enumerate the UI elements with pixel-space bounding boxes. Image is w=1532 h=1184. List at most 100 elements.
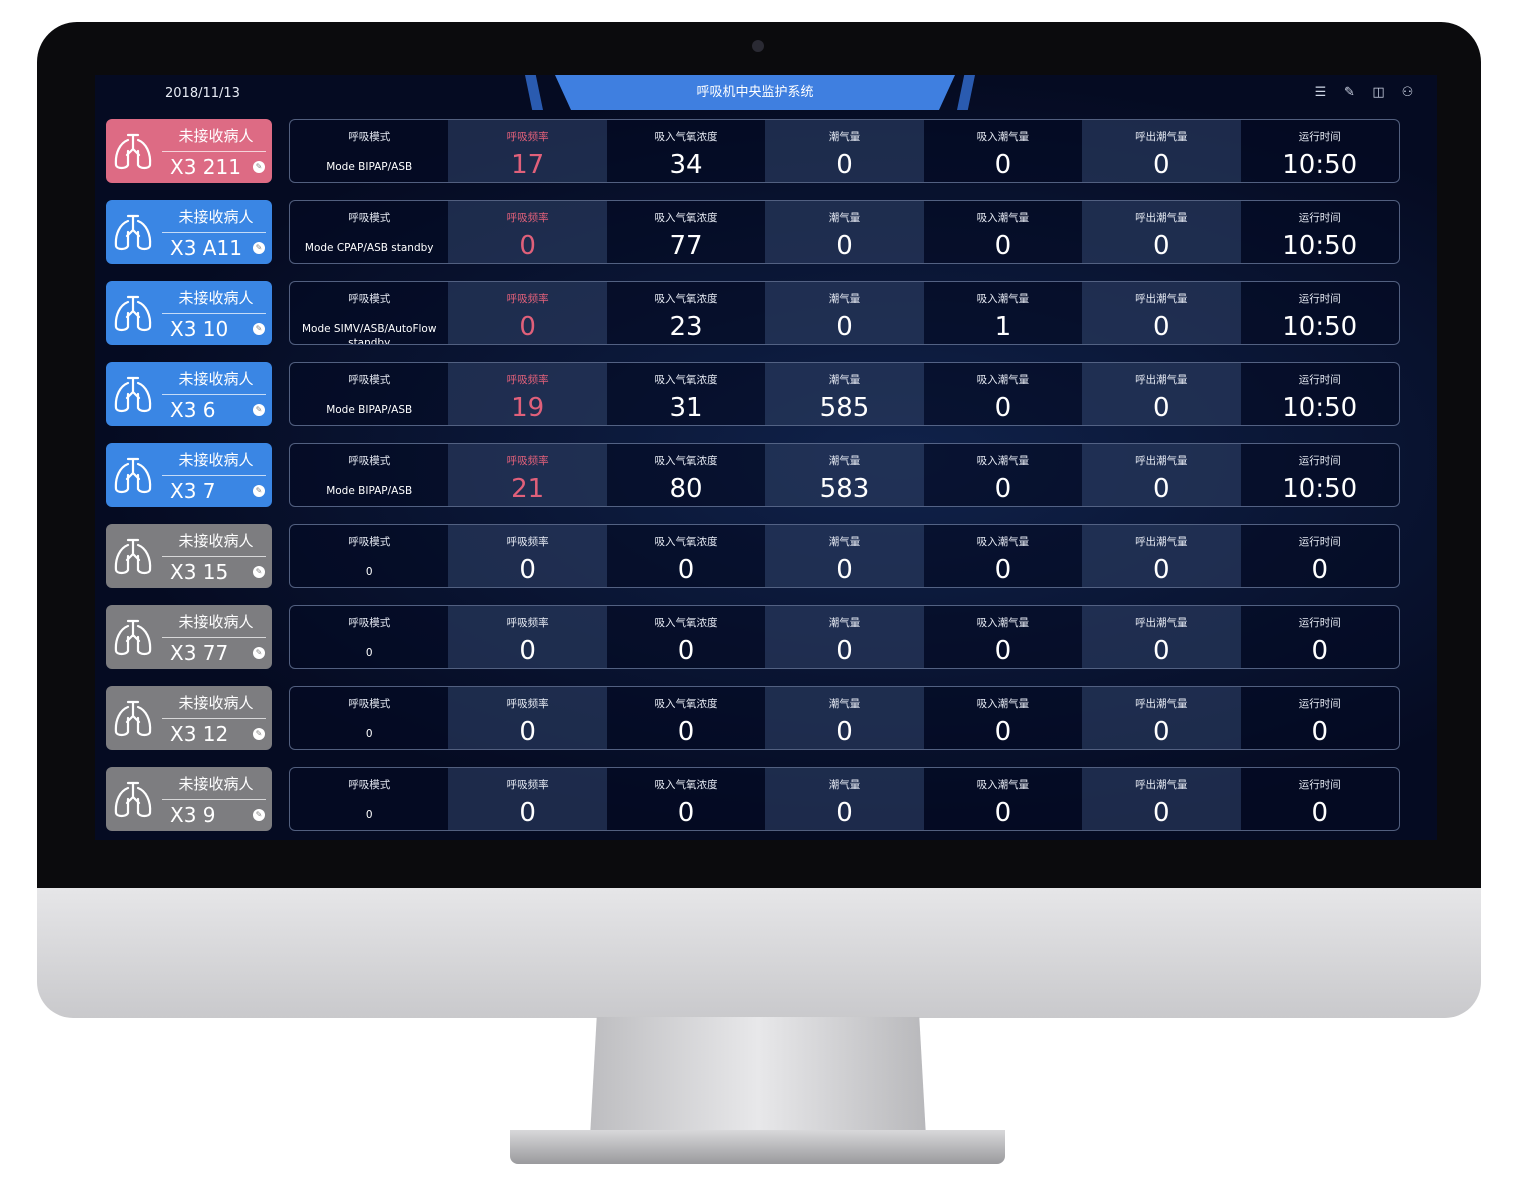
metric-value: 0 — [994, 555, 1012, 585]
cell-metric: 呼吸频率 19 — [448, 363, 607, 425]
cell-metric: 呼出潮气量 0 — [1082, 606, 1241, 668]
mode-value: Mode BIPAP/ASB — [326, 161, 413, 173]
metric-value: 0 — [677, 798, 695, 828]
edit-icon[interactable]: ✎ — [253, 809, 265, 821]
patient-row: 未接收病人 X3 211 ✎ 呼吸模式 Mode BIPAP/ASB 呼吸频率 17 吸… — [106, 119, 1400, 183]
cell-metric: 潮气量 585 — [765, 363, 924, 425]
label: 呼吸模式 — [348, 212, 391, 224]
patient-card[interactable]: 未接收病人 X3 9 ✎ — [106, 767, 272, 831]
layout-icon[interactable]: ◫ — [1372, 85, 1385, 100]
metric-value: 0 — [519, 798, 536, 828]
divider — [162, 637, 266, 638]
label: 吸入潮气量 — [976, 617, 1030, 629]
edit-icon[interactable]: ✎ — [253, 242, 265, 254]
label: 呼吸模式 — [348, 293, 391, 305]
patient-card[interactable]: 未接收病人 X3 211 ✎ — [106, 119, 272, 183]
patient-card[interactable]: 未接收病人 X3 A11 ✎ — [106, 200, 272, 264]
cell-metric: 运行时间 10:50 — [1241, 282, 1399, 344]
lungs-icon — [112, 536, 154, 578]
edit-icon[interactable]: ✎ — [253, 566, 265, 578]
patient-card[interactable]: 未接收病人 X3 12 ✎ — [106, 686, 272, 750]
cell-mode: 呼吸模式 Mode BIPAP/ASB — [290, 363, 448, 425]
metric-value: 0 — [994, 474, 1012, 504]
label: 呼出潮气量 — [1135, 617, 1188, 629]
date: 2018/11/13 — [165, 86, 240, 101]
cell-metric: 吸入潮气量 0 — [924, 525, 1082, 587]
patient-card[interactable]: 未接收病人 X3 15 ✎ — [106, 524, 272, 588]
label: 潮气量 — [828, 779, 861, 791]
camera — [752, 40, 764, 52]
patient-row: 未接收病人 X3 6 ✎ 呼吸模式 Mode BIPAP/ASB 呼吸频率 19 吸入气… — [106, 362, 1400, 426]
metric-value: 0 — [1153, 717, 1170, 747]
label: 吸入气氧浓度 — [654, 374, 718, 386]
cell-metric: 吸入气氧浓度 31 — [607, 363, 765, 425]
cell-mode: 呼吸模式 0 — [290, 687, 448, 749]
label: 运行时间 — [1298, 131, 1341, 143]
metric-value: 0 — [836, 717, 853, 747]
edit-icon[interactable]: ✎ — [1344, 85, 1355, 100]
patient-name: 未接收病人 — [178, 613, 254, 631]
patient-card[interactable]: 未接收病人 X3 6 ✎ — [106, 362, 272, 426]
label: 吸入潮气量 — [976, 293, 1030, 305]
metric-value: 0 — [1153, 393, 1170, 423]
label: 吸入气氧浓度 — [654, 131, 718, 143]
cell-metric: 运行时间 10:50 — [1241, 201, 1399, 263]
cell-mode: 呼吸模式 0 — [290, 525, 448, 587]
toolbar: ☰ ✎ ◫ ⚇ — [1313, 85, 1415, 100]
metric-value: 0 — [1153, 312, 1170, 342]
cell-metric: 呼出潮气量 0 — [1082, 525, 1241, 587]
patient-row: 未接收病人 X3 15 ✎ 呼吸模式 0 呼吸频率 0 吸入气氧浓度 0 潮气量 0 吸入潮气量… — [106, 524, 1400, 588]
patient-name: 未接收病人 — [178, 370, 254, 388]
lungs-icon — [112, 131, 154, 173]
user-icon[interactable]: ⚇ — [1401, 85, 1414, 100]
cell-metric: 呼出潮气量 0 — [1082, 444, 1241, 506]
metric-value: 19 — [511, 393, 545, 423]
bed-id: X3 15 — [170, 560, 229, 584]
edit-icon[interactable]: ✎ — [253, 485, 265, 497]
edit-icon[interactable]: ✎ — [253, 728, 265, 740]
label: 呼吸频率 — [506, 617, 549, 629]
metric-value: 0 — [1311, 555, 1329, 585]
edit-icon[interactable]: ✎ — [253, 647, 265, 659]
metrics-table: 呼吸模式 Mode BIPAP/ASB 呼吸频率 17 吸入气氧浓度 34 潮气量 0 吸入潮气… — [289, 119, 1400, 183]
label: 运行时间 — [1298, 374, 1341, 386]
label: 吸入潮气量 — [976, 131, 1030, 143]
patient-card[interactable]: 未接收病人 X3 7 ✎ — [106, 443, 272, 507]
metric-value: 0 — [994, 393, 1012, 423]
edit-icon[interactable]: ✎ — [253, 404, 265, 416]
mode-value: Mode CPAP/ASB standby — [304, 242, 434, 254]
metric-value: 0 — [519, 231, 536, 261]
metric-value: 0 — [836, 150, 853, 180]
label: 吸入气氧浓度 — [654, 455, 718, 467]
patient-card[interactable]: 未接收病人 X3 77 ✎ — [106, 605, 272, 669]
metric-value: 0 — [994, 231, 1012, 261]
metrics-table: 呼吸模式 Mode BIPAP/ASB 呼吸频率 21 吸入气氧浓度 80 潮气量 583 吸入… — [289, 443, 1400, 507]
label: 呼出潮气量 — [1135, 455, 1188, 467]
label: 呼出潮气量 — [1135, 374, 1188, 386]
cell-metric: 吸入潮气量 0 — [924, 201, 1082, 263]
cell-metric: 吸入潮气量 0 — [924, 606, 1082, 668]
cell-metric: 潮气量 0 — [765, 768, 924, 830]
patient-card[interactable]: 未接收病人 X3 10 ✎ — [106, 281, 272, 345]
cell-metric: 呼吸频率 21 — [448, 444, 607, 506]
edit-icon[interactable]: ✎ — [253, 161, 265, 173]
divider — [162, 799, 266, 800]
menu-list-icon[interactable]: ☰ — [1314, 85, 1327, 100]
metric-value: 0 — [836, 636, 853, 666]
divider — [162, 232, 266, 233]
metric-value: 0 — [519, 636, 536, 666]
edit-icon[interactable]: ✎ — [253, 323, 265, 335]
metric-value: 0 — [677, 717, 695, 747]
cell-metric: 呼出潮气量 0 — [1082, 120, 1241, 182]
label: 呼出潮气量 — [1135, 293, 1188, 305]
cell-metric: 吸入气氧浓度 77 — [607, 201, 765, 263]
label: 呼吸模式 — [348, 779, 391, 791]
patient-name: 未接收病人 — [178, 775, 254, 793]
cell-metric: 运行时间 0 — [1241, 687, 1399, 749]
divider — [162, 556, 266, 557]
cell-metric: 呼出潮气量 0 — [1082, 687, 1241, 749]
divider — [162, 718, 266, 719]
lungs-icon — [112, 455, 154, 497]
lungs-icon — [112, 374, 154, 416]
label: 吸入气氧浓度 — [654, 779, 718, 791]
